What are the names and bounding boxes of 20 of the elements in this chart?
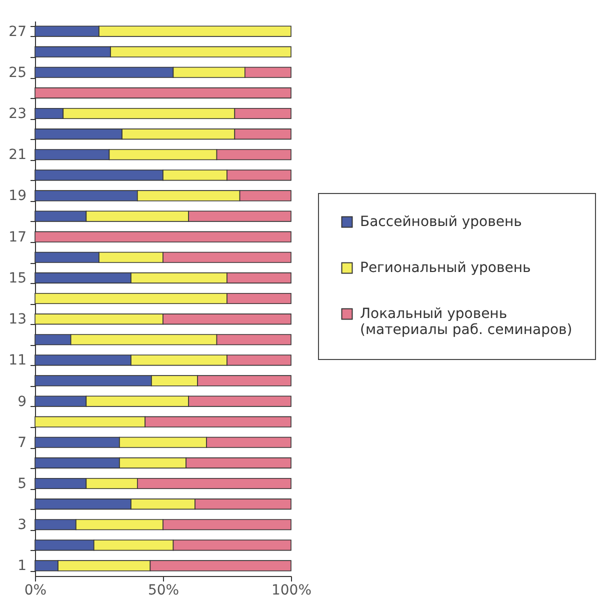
y-tick-label: 7	[18, 434, 26, 451]
y-tick-label: 9	[18, 394, 26, 410]
y-tick-label: 25	[8, 64, 26, 81]
y-tick-label: 21	[8, 147, 26, 164]
y-tick-label: 13	[8, 312, 26, 328]
y-tick-label: 3	[18, 517, 26, 534]
legend-label: Бассейновый уровень	[360, 214, 522, 230]
x-tick-label: 0%	[24, 582, 47, 597]
y-tick-label: 19	[8, 188, 26, 204]
y-tick-label: 5	[18, 476, 26, 492]
y-tick-label: 11	[8, 352, 26, 369]
x-tick-label: 100%	[271, 582, 312, 597]
y-tick-label: 17	[8, 229, 26, 246]
y-tick-label: 1	[18, 558, 26, 574]
x-tick-label: 50%	[148, 582, 180, 597]
legend-label: Локальный уровень (материалы раб. семинаров)	[360, 306, 572, 338]
y-tick-label: 27	[8, 24, 26, 40]
legend-label: Региональный уровень	[360, 260, 531, 276]
y-tick-label: 23	[8, 106, 26, 122]
y-tick-label: 15	[8, 270, 26, 286]
